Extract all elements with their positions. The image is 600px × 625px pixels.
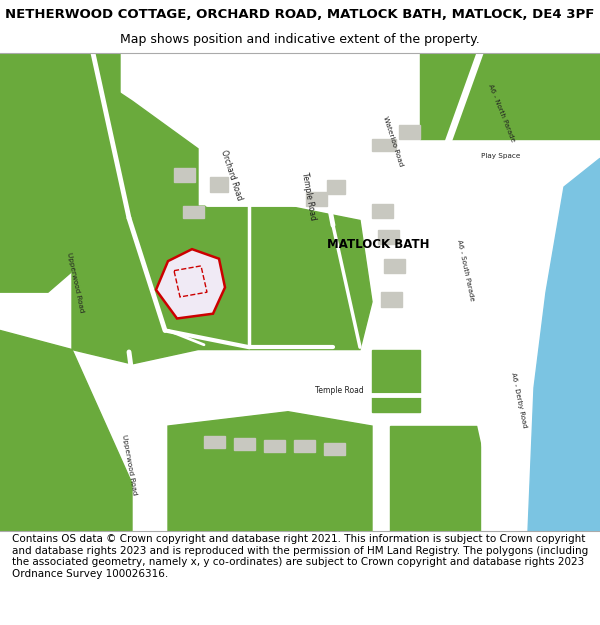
- Polygon shape: [156, 249, 225, 319]
- Polygon shape: [168, 412, 372, 531]
- Polygon shape: [294, 441, 315, 452]
- Text: Orchard Road: Orchard Road: [218, 149, 244, 201]
- Text: Temple Road: Temple Road: [314, 386, 364, 395]
- Polygon shape: [72, 206, 372, 364]
- Text: Contains OS data © Crown copyright and database right 2021. This information is : Contains OS data © Crown copyright and d…: [12, 534, 588, 579]
- Polygon shape: [234, 438, 255, 450]
- Polygon shape: [399, 125, 420, 139]
- Text: MATLOCK BATH: MATLOCK BATH: [327, 238, 429, 251]
- Polygon shape: [183, 206, 204, 218]
- Polygon shape: [420, 53, 600, 139]
- Polygon shape: [48, 53, 198, 230]
- Polygon shape: [378, 230, 399, 244]
- Text: A6 - South Parade: A6 - South Parade: [455, 239, 475, 302]
- Polygon shape: [384, 259, 405, 273]
- Polygon shape: [390, 426, 480, 531]
- Text: Upperwood Road: Upperwood Road: [121, 434, 137, 495]
- Polygon shape: [372, 204, 393, 218]
- Polygon shape: [381, 292, 402, 306]
- Polygon shape: [264, 441, 285, 452]
- Polygon shape: [204, 436, 225, 447]
- Polygon shape: [372, 349, 420, 412]
- Text: A6 - Derby Road: A6 - Derby Road: [510, 371, 528, 428]
- Polygon shape: [210, 177, 228, 192]
- Polygon shape: [0, 53, 120, 292]
- Text: NETHERWOOD COTTAGE, ORCHARD ROAD, MATLOCK BATH, MATLOCK, DE4 3PF: NETHERWOOD COTTAGE, ORCHARD ROAD, MATLOC…: [5, 8, 595, 21]
- Polygon shape: [528, 158, 600, 531]
- Text: Temple Road: Temple Road: [301, 172, 317, 221]
- Text: Play Space: Play Space: [481, 153, 521, 159]
- Polygon shape: [327, 180, 345, 194]
- Polygon shape: [324, 442, 345, 455]
- Text: Map shows position and indicative extent of the property.: Map shows position and indicative extent…: [120, 33, 480, 46]
- Polygon shape: [174, 168, 195, 182]
- Text: Waterloo Road: Waterloo Road: [382, 116, 404, 168]
- Polygon shape: [372, 139, 396, 151]
- Polygon shape: [0, 331, 132, 531]
- Text: A6 - North Parade: A6 - North Parade: [487, 83, 515, 142]
- Polygon shape: [306, 192, 327, 206]
- Text: Upperwood Road: Upperwood Road: [65, 252, 85, 313]
